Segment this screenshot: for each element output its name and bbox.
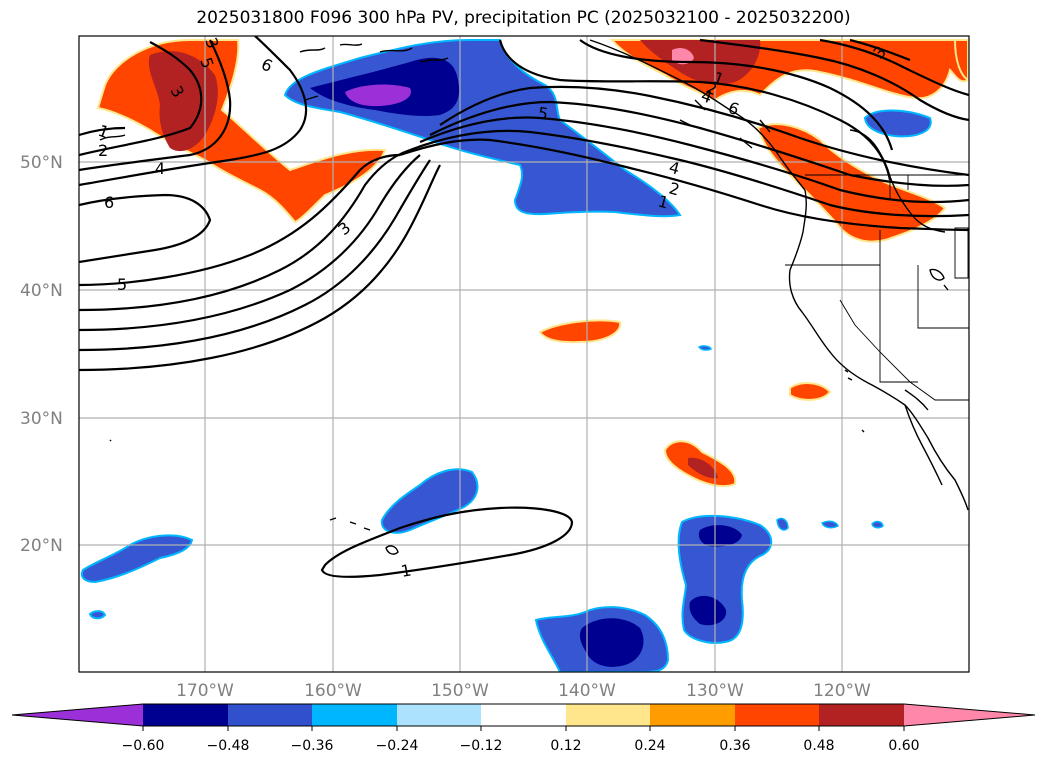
lon-label-170w: 170°W [176,681,234,701]
pv-contour-gulf-5 [849,38,911,62]
lon-label-140w: 140°W [558,681,616,701]
lon-label-130w: 130°W [686,681,744,701]
precip-blob-140w [538,319,622,344]
colorbar-swatch [735,704,819,726]
pv-contour-jet-5 [439,85,969,177]
colorbar-swatch [650,704,735,726]
colorbar-tick-label: 0.24 [634,738,665,754]
precip-region-pnw [756,123,947,243]
figure-title: 2025031800 F096 300 hPa PV, precipitatio… [196,8,851,28]
contour-label: 6 [104,193,114,212]
colorbar-swatch [143,704,228,726]
pv-contour-west-7 [79,148,411,312]
contour-label: 4 [155,159,165,178]
contour-label: 5 [536,103,549,123]
pv-contour-west-9 [79,159,431,352]
colorbar-swatch [481,704,566,726]
gridlines [79,36,969,672]
precip-core-133w [688,457,718,479]
political-borders [785,174,969,401]
pv-contour-hawaii [320,506,574,578]
colorbar-swatch [228,704,312,726]
colorbar-tick-label: 0.36 [719,738,750,754]
colorbar-tick-label: 0.12 [550,738,581,754]
coastlines [99,39,969,555]
lon-label-160w: 160°W [304,681,362,701]
pv-contour-jet-1 [399,138,969,232]
pv-contour-jet-4 [429,100,969,187]
contour-label: 2 [98,141,108,160]
precip-peak-aleutian [345,84,411,107]
pv-contour-west-5 [79,193,212,264]
precip-core-nw [148,51,218,152]
pv-contour-west-3 [79,39,232,172]
pv-contour-west-6 [79,153,401,287]
precip-core-bottom [579,618,644,667]
precip-blob-small-1 [776,517,789,531]
pv-contour-west-4 [79,36,308,187]
negative-precip-regions [80,39,932,672]
colorbar-tick-label: −0.24 [376,738,419,754]
colorbar-low-extend [12,704,143,726]
precip-blob-125w [789,382,832,401]
latitude-labels: 50°N 40°N 30°N 20°N [20,153,63,556]
colorbar-high-extend [904,704,1035,726]
contour-label: 2 [667,179,682,200]
colorbar-tick-label: −0.12 [460,738,503,754]
precip-region-hawaii [380,468,479,534]
pv-contours [79,36,969,578]
contour-label: 1 [399,560,412,580]
colorbar-tick-label: −0.48 [207,738,250,754]
pv-contour-west-1 [79,126,126,137]
contour-label: 1 [656,192,671,213]
precip-blob-small-4 [697,345,712,351]
lat-label-50n: 50°N [20,153,63,173]
precip-core-south-central-2 [689,595,727,626]
colorbar-tick-label: 0.48 [803,738,834,754]
map-frame [78,35,970,673]
lon-label-150w: 150°W [431,681,489,701]
colorbar-tick-label: −0.60 [122,738,165,754]
pv-contour-gulf-2 [579,39,894,151]
contour-label: 5 [117,275,127,294]
colorbar-swatch [566,704,650,726]
precip-blob-west-small [88,610,107,620]
longitude-labels: 170°W 160°W 150°W 140°W 130°W 120°W [176,681,871,701]
colorbar: −0.60 −0.48 −0.36 −0.24 −0.12 0.12 0.24 … [11,703,1036,754]
colorbar-swatch [312,704,397,726]
precip-peak-gulf [672,47,694,65]
pv-contour-west-8 [79,154,421,332]
colorbar-swatch [397,704,481,726]
pv-contour-gulf-4 [819,38,969,97]
precip-blob-small-2 [821,520,839,529]
lat-label-40n: 40°N [20,281,63,301]
pv-contour-west-10 [79,164,441,372]
colorbar-tick-label: 0.60 [888,738,919,754]
colorbar-tick-label: −0.36 [291,738,334,754]
precip-region-west [80,534,194,584]
pv-contour-west-2 [79,41,203,157]
colorbar-ticks [142,726,905,731]
lon-label-120w: 120°W [813,681,871,701]
pv-contour-jet-2 [409,129,969,218]
pv-contour-jet-3 [419,116,969,204]
precip-blob-far-right [953,39,969,82]
pv-contour-gulf-1 [498,39,892,181]
precip-core-south-central-1 [698,525,742,547]
contour-label: 4 [667,158,682,179]
lat-label-30n: 30°N [20,409,63,429]
pv-contour-gulf-3 [699,38,969,122]
lat-label-20n: 20°N [20,536,63,556]
colorbar-swatch [819,704,904,726]
precip-blob-small-3 [871,520,884,529]
